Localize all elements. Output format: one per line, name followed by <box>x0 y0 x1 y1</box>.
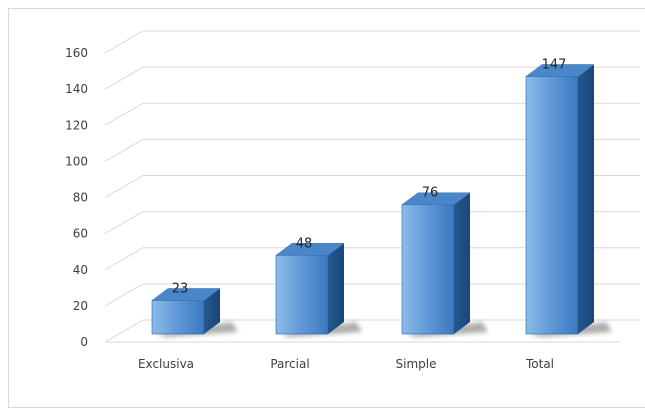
data-label: 76 <box>422 186 439 201</box>
y-tick-label: 100 <box>65 154 88 168</box>
bar-simple: 76 <box>401 186 488 337</box>
bar-total: 147 <box>525 57 612 337</box>
bars: 23 48 76 147 <box>151 57 612 337</box>
bar-side <box>204 288 220 334</box>
bar-front <box>151 300 205 335</box>
gridline-side-0 <box>104 319 144 343</box>
bar-side <box>454 192 470 334</box>
data-label: 147 <box>542 57 567 72</box>
bar-exclusiva: 23 <box>151 281 238 337</box>
bar-chart: 0 20 40 60 80 100 120 140 160 23 48 76 147 Exclusiv… <box>65 30 640 371</box>
gridline-side-40 <box>104 247 144 271</box>
y-tick-label: 140 <box>65 82 88 96</box>
bar-front <box>401 204 455 335</box>
bar-top <box>525 64 595 77</box>
gridline-side-80 <box>104 175 144 198</box>
y-tick-label: 0 <box>80 335 88 349</box>
x-tick-label: Exclusiva <box>138 357 194 371</box>
x-axis: Exclusiva Parcial Simple Total <box>138 357 554 371</box>
y-tick-label: 80 <box>73 191 88 205</box>
chart-frame: 0 20 40 60 80 100 120 140 160 23 48 76 147 Exclusiv… <box>8 8 645 408</box>
gridline-side-160 <box>104 30 144 54</box>
bar-top <box>275 243 345 256</box>
y-tick-label: 20 <box>73 299 88 313</box>
y-tick-label: 60 <box>73 227 88 241</box>
gridline-side-60 <box>104 211 144 235</box>
x-tick-label: Parcial <box>270 357 309 371</box>
y-axis: 0 20 40 60 80 100 120 140 160 <box>65 46 88 349</box>
bar-side <box>328 243 344 334</box>
y-tick-label: 120 <box>65 118 88 132</box>
gridline-side-140 <box>104 66 144 90</box>
data-label: 23 <box>172 281 189 296</box>
bar-front <box>525 76 579 335</box>
bar-side <box>578 64 594 334</box>
data-label: 48 <box>296 236 313 251</box>
bar-top <box>151 288 221 301</box>
bar-top <box>401 192 471 205</box>
bar-front <box>275 255 329 335</box>
y-tick-label: 160 <box>65 46 88 60</box>
gridline-side-100 <box>104 138 144 162</box>
gridline-side-120 <box>104 102 144 126</box>
x-tick-label: Simple <box>396 357 437 371</box>
y-tick-label: 40 <box>73 263 88 277</box>
bar-parcial: 48 <box>275 236 362 337</box>
gridline-side-20 <box>104 283 144 307</box>
x-tick-label: Total <box>525 357 554 371</box>
